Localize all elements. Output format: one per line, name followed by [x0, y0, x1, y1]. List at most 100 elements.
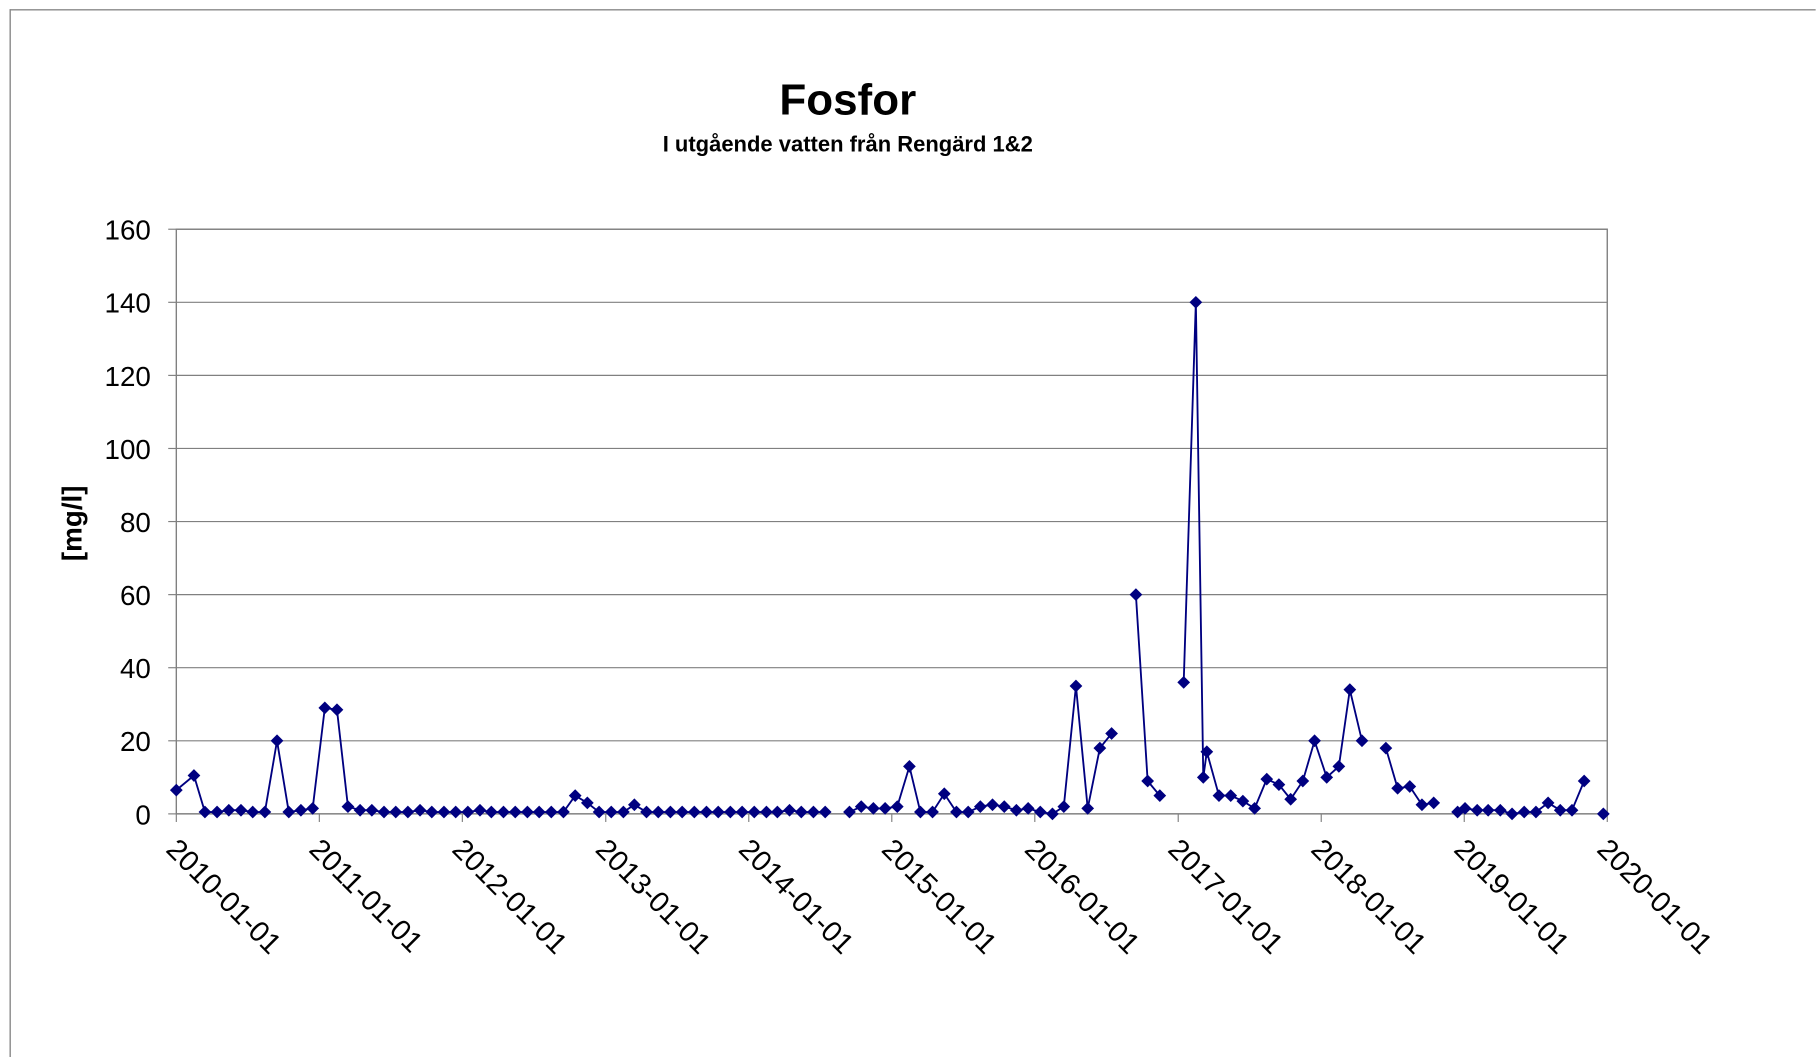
x-tick-label: 2010-01-01 — [160, 833, 287, 960]
data-point — [687, 805, 701, 819]
data-point — [1493, 803, 1507, 817]
data-point — [640, 805, 653, 819]
data-point — [1427, 796, 1441, 810]
data-point — [341, 800, 355, 813]
data-point — [664, 805, 677, 819]
data-point — [843, 805, 856, 819]
data-point — [473, 803, 487, 817]
data-point — [294, 803, 308, 817]
data-point — [1046, 807, 1059, 821]
data-point — [1129, 588, 1143, 602]
data-point — [234, 803, 248, 817]
data-point — [794, 805, 808, 819]
data-point — [580, 796, 594, 810]
data-point — [568, 789, 582, 802]
data-point — [377, 805, 391, 819]
x-tick-label: 2020-01-01 — [1591, 833, 1718, 960]
chart-title: Fosfor — [779, 76, 916, 125]
data-point — [592, 805, 606, 819]
x-tick-label: 2013-01-01 — [589, 833, 716, 960]
data-point — [604, 805, 618, 819]
data-point — [854, 800, 868, 813]
data-point — [389, 805, 403, 819]
data-point — [926, 805, 939, 819]
data-point — [1196, 770, 1210, 784]
data-point — [961, 805, 975, 819]
x-tick-label: 2019-01-01 — [1448, 833, 1575, 960]
data-point — [330, 703, 344, 717]
data-point — [1343, 683, 1357, 697]
x-tick-label: 2016-01-01 — [1018, 833, 1145, 960]
data-point — [497, 805, 510, 819]
data-point — [1272, 778, 1286, 792]
data-point — [807, 805, 820, 819]
data-point — [723, 805, 737, 819]
data-point — [1248, 802, 1261, 815]
data-point — [1565, 803, 1579, 817]
data-point — [735, 805, 749, 819]
data-point — [867, 802, 880, 815]
y-tick-label: 160 — [105, 215, 151, 246]
data-point — [449, 805, 463, 819]
data-point — [1033, 805, 1047, 819]
data-point — [365, 803, 379, 817]
x-tick-label: 2012-01-01 — [446, 833, 573, 960]
y-tick-label: 120 — [105, 361, 151, 392]
data-line — [175, 706, 826, 814]
data-point — [711, 805, 725, 819]
data-point — [651, 805, 665, 819]
data-point — [1553, 803, 1567, 817]
data-point — [1308, 734, 1321, 748]
x-tick-label: 2017-01-01 — [1162, 833, 1289, 960]
data-line — [1182, 302, 1363, 810]
data-point — [1596, 807, 1610, 821]
y-tick-label: 80 — [120, 507, 151, 538]
data-point — [270, 734, 284, 748]
data-point — [461, 805, 475, 819]
data-point — [258, 805, 272, 819]
chart-subtitle: I utgående vatten från Rengärd 1&2 — [663, 132, 1033, 157]
data-point — [1081, 802, 1095, 815]
data-point — [890, 800, 904, 813]
data-point — [1355, 734, 1369, 748]
data-point — [1391, 781, 1405, 795]
data-point — [557, 805, 570, 819]
data-point — [986, 798, 999, 812]
x-tick-label: 2015-01-01 — [875, 833, 1002, 960]
data-point — [1541, 796, 1555, 810]
data-point — [437, 805, 451, 819]
data-point — [353, 803, 367, 817]
data-point — [210, 805, 224, 819]
data-point — [747, 805, 761, 819]
data-point — [973, 800, 987, 813]
data-point — [950, 805, 963, 819]
y-tick-label: 20 — [120, 726, 151, 757]
data-point — [1577, 774, 1591, 788]
x-tick-label: 2011-01-01 — [303, 833, 429, 959]
data-point — [1093, 741, 1107, 755]
data-point — [544, 805, 558, 819]
data-point — [903, 760, 916, 773]
data-point — [1177, 675, 1191, 689]
data-point — [937, 787, 951, 801]
data-point — [1517, 805, 1531, 819]
y-tick-label: 40 — [120, 653, 151, 684]
data-point — [617, 805, 630, 819]
data-point — [222, 803, 236, 817]
data-point — [818, 805, 832, 819]
data-point — [484, 805, 498, 819]
data-point — [771, 805, 784, 819]
data-point — [1153, 789, 1167, 802]
data-point — [1529, 805, 1543, 819]
data-point — [1284, 792, 1298, 806]
data-point — [306, 802, 320, 815]
data-point — [627, 798, 641, 812]
data-point — [783, 803, 796, 817]
y-tick-label: 60 — [120, 580, 151, 611]
data-point — [1458, 802, 1472, 815]
data-point — [1224, 789, 1238, 802]
data-point — [1200, 745, 1214, 759]
data-point — [1010, 803, 1023, 817]
